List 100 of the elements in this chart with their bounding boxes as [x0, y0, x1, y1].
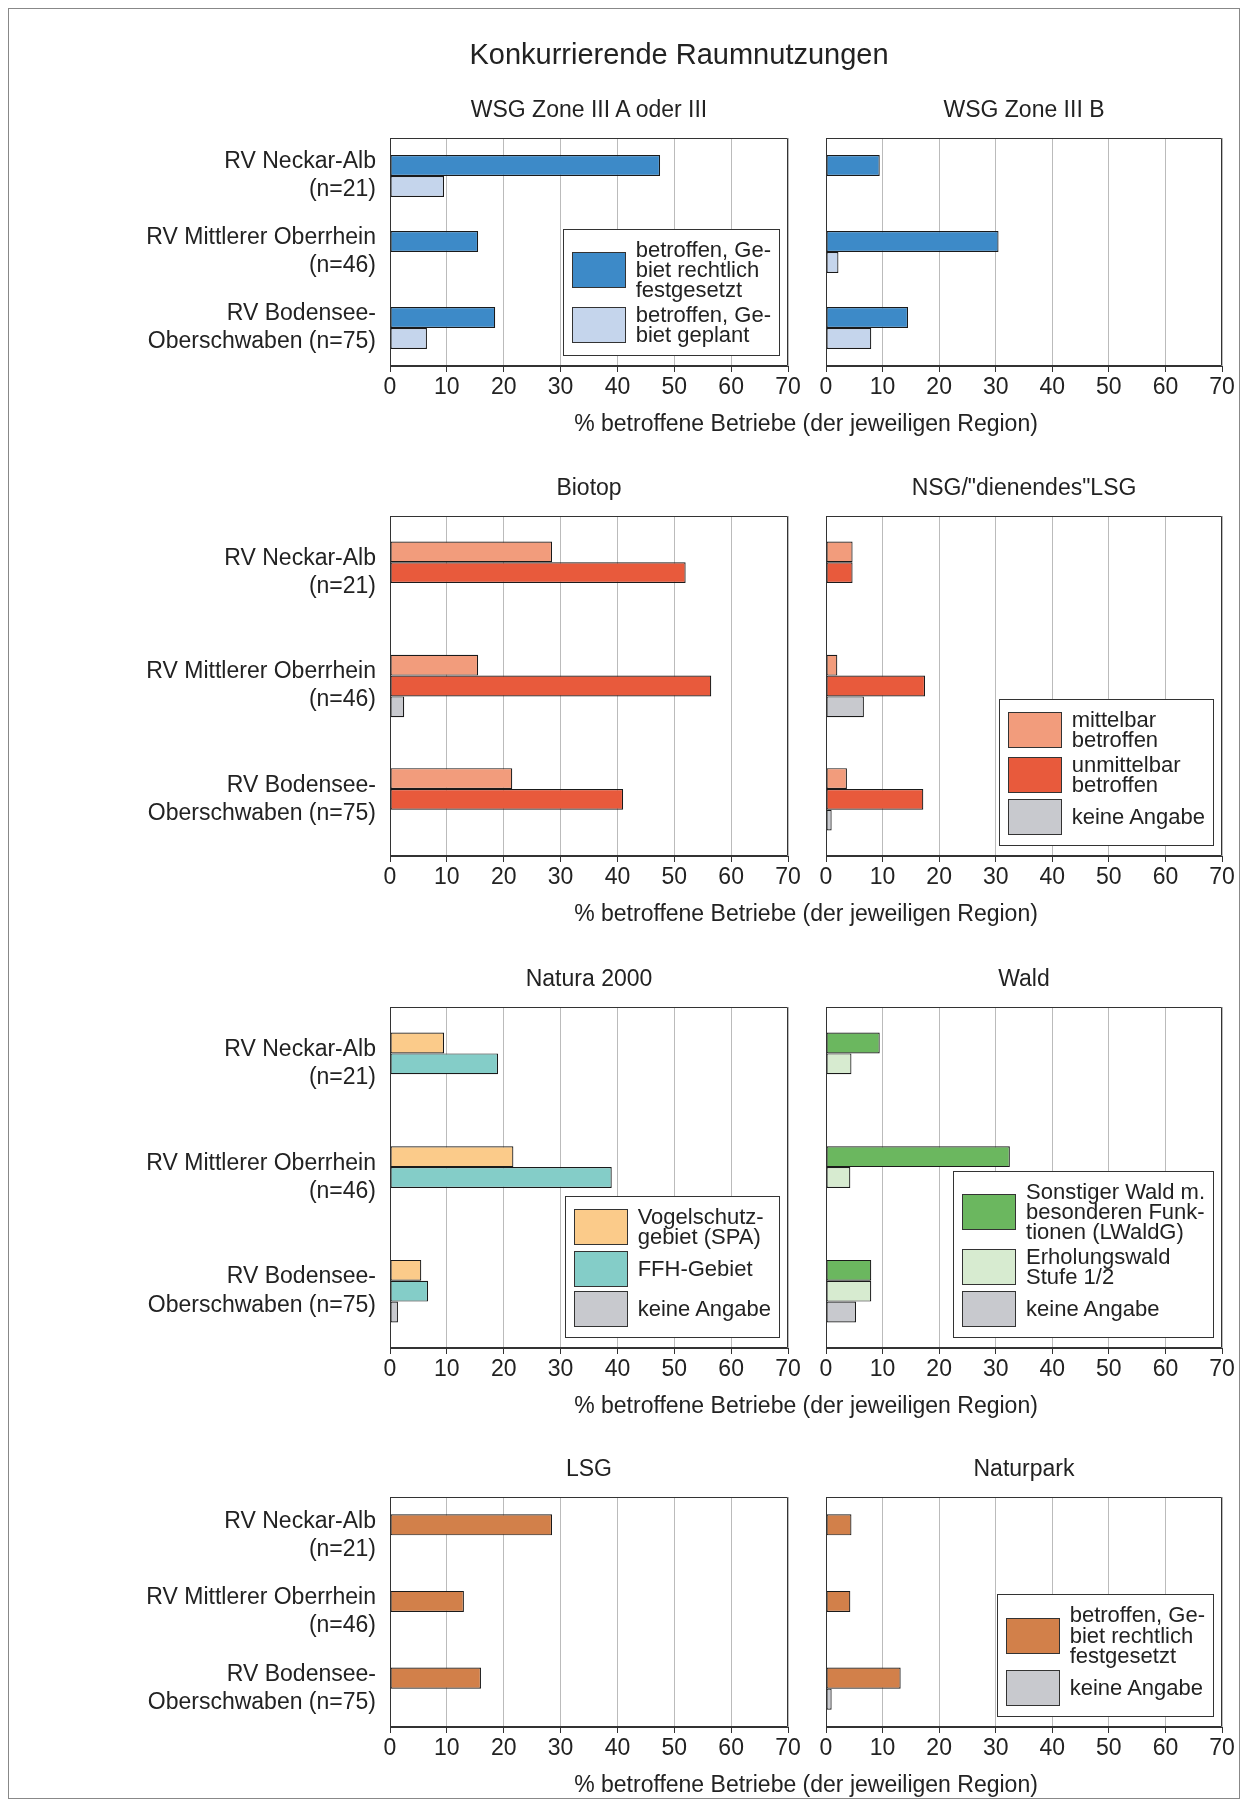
- legend-label: Sonstiger Wald m. besonderen Funk- tionen (LWaldG): [1026, 1178, 1205, 1245]
- x-tick-label: 60: [718, 373, 744, 400]
- x-tick-label: 40: [604, 1355, 631, 1382]
- x-tick-label: 20: [490, 1734, 517, 1761]
- legend-label: unmittelbar betroffen: [1071, 751, 1181, 797]
- x-tick-label: 0: [383, 373, 397, 400]
- x-tick-label: 10: [869, 863, 896, 890]
- x-tick-label: 40: [604, 1734, 631, 1761]
- legend-label: betroffen, Ge- biet rechtlich festgesetzt: [1069, 1602, 1205, 1668]
- x-tick-label: 40: [604, 863, 631, 890]
- x-tick-label: 70: [775, 1734, 801, 1761]
- x-axis-title: % betroffene Betriebe (der jeweiligen Region): [573, 1771, 1039, 1798]
- x-tick-label: 70: [1209, 373, 1235, 400]
- x-tick-label: 30: [547, 373, 574, 400]
- x-tick-label: 70: [775, 863, 801, 890]
- legend-label: Vogelschutz- gebiet (SPA): [637, 1203, 764, 1249]
- chart-subtitle: Wald: [997, 965, 1051, 992]
- x-tick-label: 30: [982, 1355, 1009, 1382]
- chart-subtitle: Natura 2000: [524, 965, 654, 992]
- x-tick-label: 10: [869, 373, 896, 400]
- x-tick-label: 0: [819, 1355, 833, 1382]
- x-tick-label: 40: [604, 373, 631, 400]
- x-tick-label: 0: [383, 863, 397, 890]
- y-tick-label: RV Bodensee- Oberschwaben (n=75): [147, 1262, 376, 1317]
- x-tick-label: 10: [434, 863, 460, 890]
- x-tick-label: 30: [547, 1355, 574, 1382]
- x-tick-label: 70: [1209, 1734, 1235, 1761]
- chart-subtitle: WSG Zone III A oder III: [469, 96, 709, 123]
- y-tick-label: RV Bodensee- Oberschwaben (n=75): [147, 770, 376, 825]
- x-tick-label: 10: [869, 1734, 896, 1761]
- x-axis-title: % betroffene Betriebe (der jeweiligen Region): [573, 410, 1039, 437]
- x-tick-label: 30: [547, 1734, 574, 1761]
- x-tick-label: 0: [383, 1355, 397, 1382]
- x-tick-label: 70: [1209, 1355, 1235, 1382]
- x-tick-label: 50: [1096, 1734, 1122, 1761]
- x-tick-label: 30: [982, 863, 1009, 890]
- x-tick-label: 40: [1039, 1355, 1066, 1382]
- x-tick-label: 20: [926, 1355, 952, 1382]
- x-tick-label: 50: [661, 1734, 688, 1761]
- x-tick-label: 60: [1152, 1355, 1179, 1382]
- chart-subtitle: Naturpark: [972, 1455, 1076, 1482]
- x-tick-label: 30: [547, 863, 574, 890]
- y-tick-label: RV Neckar-Alb (n=21): [224, 147, 376, 202]
- chart-subtitle: WSG Zone III B: [942, 96, 1106, 123]
- x-tick-label: 50: [1096, 373, 1122, 400]
- x-axis-title: % betroffene Betriebe (der jeweiligen Region): [573, 900, 1039, 927]
- x-tick-label: 60: [1152, 373, 1179, 400]
- y-tick-label: RV Mittlerer Oberrhein (n=46): [146, 1148, 376, 1203]
- x-tick-label: 10: [434, 373, 460, 400]
- legend-label: keine Angabe: [1026, 1295, 1160, 1321]
- x-tick-label: 60: [1152, 1734, 1179, 1761]
- x-tick-label: 10: [869, 1355, 896, 1382]
- x-tick-label: 60: [718, 1355, 744, 1382]
- x-tick-label: 50: [1096, 863, 1122, 890]
- legend-label: Erholungswald Stufe 1/2: [1026, 1243, 1171, 1289]
- x-tick-label: 60: [718, 863, 744, 890]
- x-tick-label: 20: [490, 1355, 517, 1382]
- y-tick-label: RV Bodensee- Oberschwaben (n=75): [147, 299, 376, 354]
- x-tick-label: 0: [819, 863, 833, 890]
- legend-label: keine Angabe: [637, 1295, 771, 1321]
- y-tick-label: RV Neckar-Alb (n=21): [224, 1506, 376, 1561]
- y-tick-label: RV Neckar-Alb (n=21): [224, 543, 376, 599]
- x-tick-label: 30: [982, 1734, 1009, 1761]
- y-tick-label: RV Mittlerer Oberrhein (n=46): [146, 1583, 376, 1638]
- x-axis-title: % betroffene Betriebe (der jeweiligen Region): [573, 1392, 1039, 1419]
- x-tick-label: 30: [982, 373, 1009, 400]
- x-tick-label: 0: [819, 1734, 833, 1761]
- x-tick-label: 10: [434, 1734, 460, 1761]
- x-tick-label: 60: [718, 1734, 744, 1761]
- x-tick-label: 40: [1039, 863, 1066, 890]
- x-tick-label: 60: [1152, 863, 1179, 890]
- y-tick-label: RV Neckar-Alb (n=21): [224, 1035, 376, 1090]
- x-tick-label: 10: [434, 1355, 460, 1382]
- x-tick-label: 20: [490, 373, 517, 400]
- x-tick-label: 50: [661, 863, 688, 890]
- x-tick-label: 40: [1039, 373, 1066, 400]
- x-tick-label: 70: [775, 373, 801, 400]
- x-tick-label: 70: [1209, 863, 1235, 890]
- x-tick-label: 20: [926, 1734, 952, 1761]
- legend-label: betroffen, Ge- biet geplant: [635, 301, 771, 347]
- chart-title: Konkurrierende Raumnutzungen: [468, 38, 890, 71]
- x-tick-label: 0: [819, 373, 833, 400]
- legend-label: keine Angabe: [1071, 803, 1205, 829]
- y-tick-label: RV Mittlerer Oberrhein (n=46): [146, 657, 376, 712]
- y-tick-label: RV Bodensee- Oberschwaben (n=75): [147, 1659, 376, 1715]
- y-tick-label: RV Mittlerer Oberrhein (n=46): [146, 223, 376, 278]
- chart-subtitle: Biotop: [555, 474, 623, 501]
- x-tick-label: 40: [1039, 1734, 1066, 1761]
- legend-label: keine Angabe: [1069, 1674, 1203, 1700]
- chart-subtitle: NSG/"dienendes"LSG: [910, 474, 1138, 501]
- x-tick-label: 20: [926, 863, 952, 890]
- x-tick-label: 70: [775, 1355, 801, 1382]
- chart-subtitle: LSG: [565, 1455, 613, 1482]
- x-tick-label: 50: [661, 373, 688, 400]
- legend-label: FFH-Gebiet: [637, 1255, 753, 1281]
- x-tick-label: 20: [490, 863, 517, 890]
- x-tick-label: 0: [383, 1734, 397, 1761]
- x-tick-label: 50: [1096, 1355, 1122, 1382]
- x-tick-label: 50: [661, 1355, 688, 1382]
- x-tick-label: 20: [926, 373, 952, 400]
